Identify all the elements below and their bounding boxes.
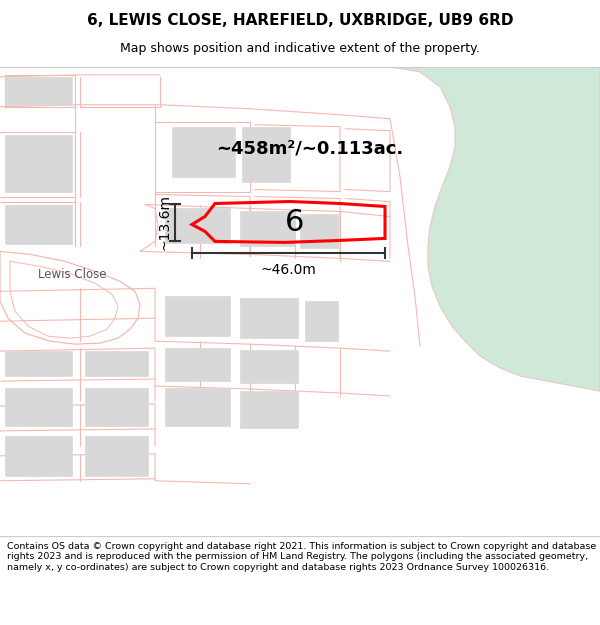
Polygon shape xyxy=(5,351,72,376)
Polygon shape xyxy=(165,209,230,243)
Text: ~46.0m: ~46.0m xyxy=(260,263,316,278)
Polygon shape xyxy=(85,388,148,426)
Text: 6, LEWIS CLOSE, HAREFIELD, UXBRIDGE, UB9 6RD: 6, LEWIS CLOSE, HAREFIELD, UXBRIDGE, UB9… xyxy=(87,12,513,28)
Text: Map shows position and indicative extent of the property.: Map shows position and indicative extent… xyxy=(120,42,480,56)
Text: ~13.6m: ~13.6m xyxy=(157,194,171,251)
Polygon shape xyxy=(85,436,148,476)
Polygon shape xyxy=(240,298,298,338)
Text: Contains OS data © Crown copyright and database right 2021. This information is : Contains OS data © Crown copyright and d… xyxy=(7,542,596,572)
Polygon shape xyxy=(172,127,235,177)
Polygon shape xyxy=(240,350,298,383)
Polygon shape xyxy=(165,348,230,381)
Polygon shape xyxy=(10,261,118,338)
Polygon shape xyxy=(300,214,338,248)
Polygon shape xyxy=(165,388,230,426)
Polygon shape xyxy=(85,351,148,376)
Polygon shape xyxy=(240,211,295,246)
Polygon shape xyxy=(242,127,290,182)
Text: Lewis Close: Lewis Close xyxy=(38,268,106,281)
Polygon shape xyxy=(5,204,72,244)
Polygon shape xyxy=(5,77,72,105)
Polygon shape xyxy=(390,67,600,391)
Text: 6: 6 xyxy=(286,208,305,237)
Polygon shape xyxy=(165,296,230,336)
Polygon shape xyxy=(0,251,140,344)
Polygon shape xyxy=(5,436,72,476)
Polygon shape xyxy=(5,388,72,426)
Text: ~458m²/~0.113ac.: ~458m²/~0.113ac. xyxy=(217,139,404,158)
Polygon shape xyxy=(305,301,338,341)
Polygon shape xyxy=(240,391,298,428)
Polygon shape xyxy=(5,135,72,191)
